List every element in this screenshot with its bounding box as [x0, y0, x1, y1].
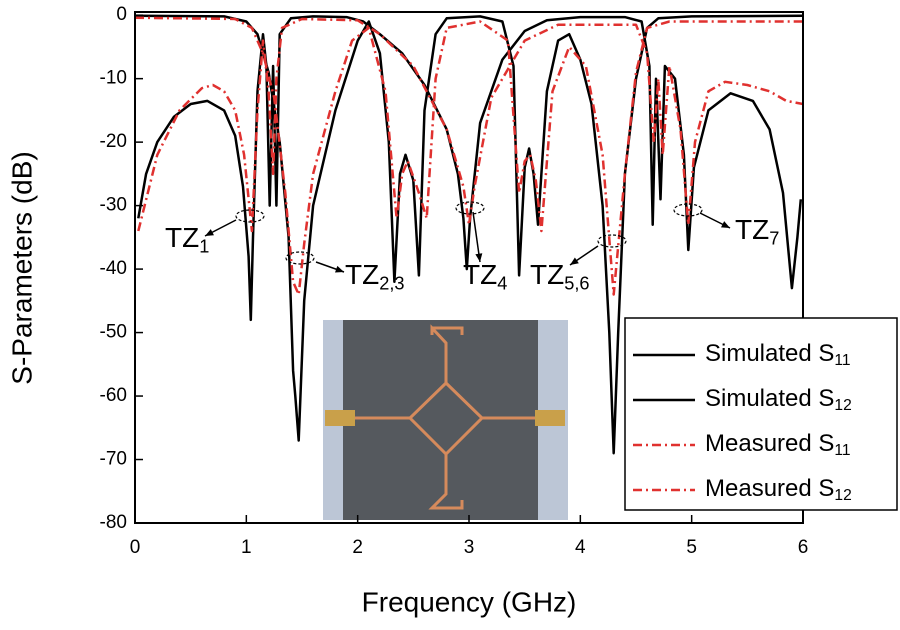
annotation-ellipse — [235, 209, 265, 223]
y-tick-label: -20 — [100, 131, 127, 152]
x-tick-label: 3 — [464, 537, 475, 558]
x-axis-label: Frequency (GHz) — [362, 586, 577, 617]
annotation-arrowhead — [721, 221, 730, 228]
annotation-label: TZ7 — [735, 214, 779, 248]
annotation-arrow — [472, 211, 481, 263]
series-line — [137, 17, 803, 233]
x-tick-label: 5 — [686, 537, 697, 558]
y-tick-label: -40 — [100, 258, 127, 279]
pcb-substrate — [343, 320, 538, 520]
connector-left — [325, 410, 355, 426]
annotation-arrowhead — [205, 229, 214, 236]
inset-photo — [323, 320, 568, 520]
series-line — [135, 14, 803, 455]
legend-box — [624, 317, 898, 511]
y-tick-label: -60 — [100, 385, 127, 406]
legend-label: Simulated S12 — [705, 385, 852, 414]
x-tick-label: 1 — [241, 537, 252, 558]
y-axis-label: S-Parameters (dB) — [6, 151, 37, 384]
y-tick-label: -10 — [100, 68, 127, 89]
annotation-label: TZ4 — [463, 259, 507, 293]
legend-label: Measured S12 — [705, 475, 852, 504]
y-tick-label: -80 — [100, 512, 127, 533]
y-tick-label: -50 — [100, 322, 127, 343]
annotation-arrowhead — [335, 265, 344, 273]
y-tick-label: -30 — [100, 195, 127, 216]
annotation-label: TZ1 — [165, 222, 209, 256]
annotation-ellipse — [455, 201, 485, 215]
x-tick-label: 0 — [130, 537, 141, 558]
pcb-trace — [355, 324, 535, 510]
x-tick-label: 4 — [575, 537, 586, 558]
legend-label: Measured S11 — [705, 430, 851, 459]
annotation-label: TZ5,6 — [530, 259, 590, 293]
annotation-arrowhead — [475, 253, 483, 262]
series-line — [137, 15, 803, 322]
y-tick-label: 0 — [116, 4, 127, 25]
annotation-ellipse — [285, 251, 315, 265]
annotation-arrowhead — [570, 257, 579, 265]
connector-right — [535, 410, 565, 426]
annotation-ellipse — [673, 203, 703, 217]
series-line — [135, 16, 803, 296]
legend-label: Simulated S11 — [705, 340, 851, 369]
annotation-ellipse — [597, 234, 627, 248]
x-tick-label: 2 — [352, 537, 363, 558]
plot-lines — [135, 14, 803, 455]
annotation-label: TZ2,3 — [345, 259, 405, 293]
y-tick-label: -70 — [100, 449, 127, 470]
x-tick-label: 6 — [798, 537, 809, 558]
